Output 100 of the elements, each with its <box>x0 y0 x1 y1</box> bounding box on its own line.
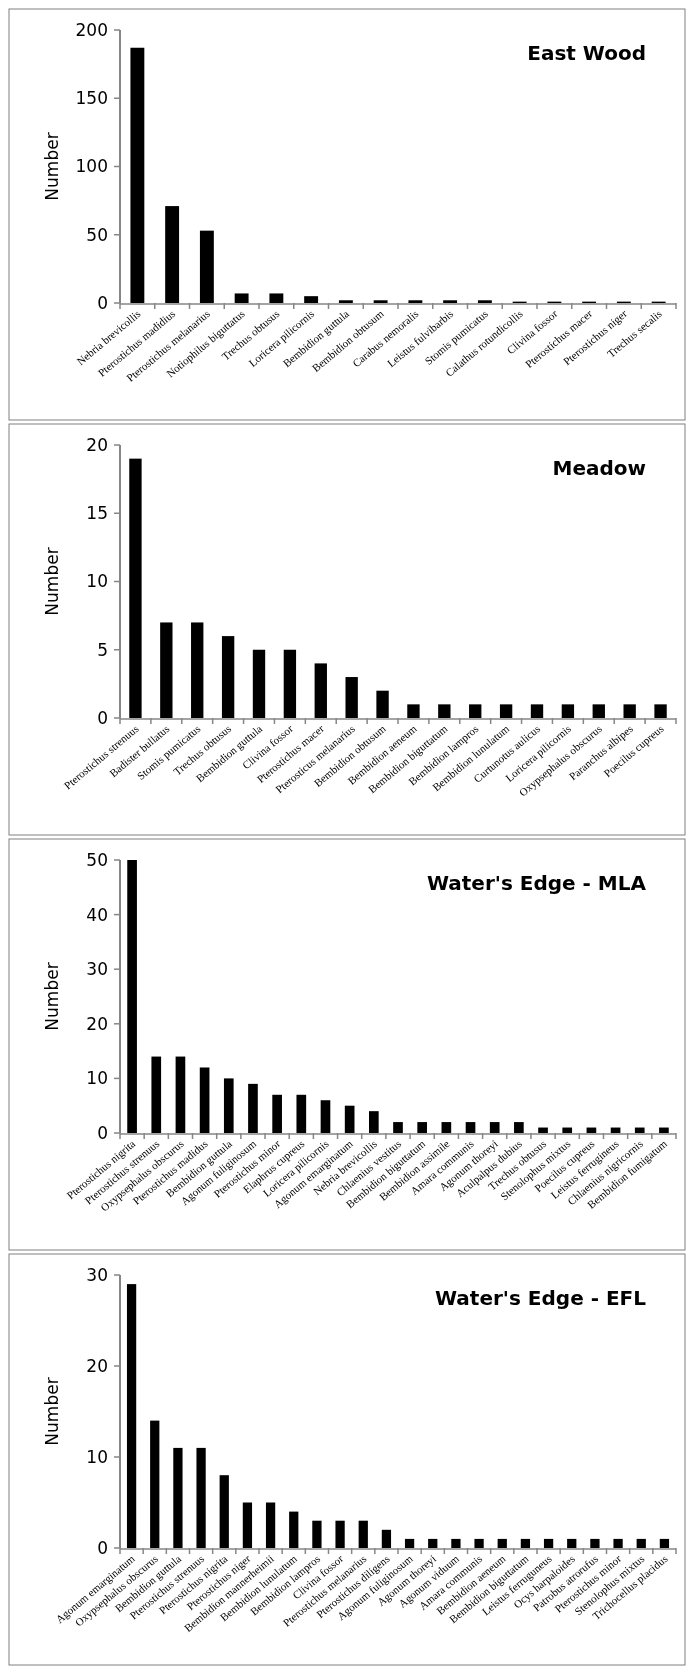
bar <box>165 206 180 303</box>
bar <box>130 47 145 303</box>
bar <box>469 704 482 718</box>
bar <box>160 622 173 718</box>
bar <box>296 1094 307 1133</box>
y-tick-label: 40 <box>86 904 108 925</box>
bar <box>636 1538 646 1548</box>
bar <box>150 1420 160 1548</box>
bar <box>320 1100 331 1133</box>
bar <box>451 1538 461 1548</box>
bar <box>654 704 667 718</box>
bar <box>514 1122 524 1133</box>
y-tick-label: 30 <box>86 1264 108 1285</box>
bar <box>543 1538 554 1548</box>
bar <box>314 663 327 718</box>
bar <box>499 704 513 718</box>
bar <box>530 704 544 718</box>
bar <box>538 1127 548 1133</box>
y-tick-label: 200 <box>75 19 108 40</box>
y-axis-title: Number <box>42 547 62 616</box>
y-tick-label: 100 <box>75 156 108 177</box>
y-tick-label: 20 <box>86 434 108 455</box>
bar <box>126 1284 137 1548</box>
bar <box>191 622 204 718</box>
bar <box>561 704 575 718</box>
bar <box>590 1538 600 1548</box>
y-tick-label: 10 <box>86 571 108 592</box>
bar <box>219 1475 229 1548</box>
y-tick-label: 0 <box>97 292 108 313</box>
bar <box>269 293 284 303</box>
bar <box>196 1447 206 1548</box>
bar <box>335 1520 345 1548</box>
bar <box>283 649 297 718</box>
y-tick-label: 0 <box>97 1122 108 1143</box>
bar <box>223 1078 234 1133</box>
bar <box>393 1122 403 1133</box>
bar <box>438 704 451 718</box>
bar <box>520 1538 531 1548</box>
bar <box>127 860 137 1133</box>
bar <box>199 1067 210 1133</box>
bar <box>489 1122 500 1133</box>
bar <box>265 1502 276 1548</box>
y-axis-title: Number <box>42 132 62 201</box>
bar <box>338 300 353 303</box>
bar <box>358 1520 368 1548</box>
y-tick-label: 150 <box>75 88 108 109</box>
bar <box>443 300 458 303</box>
text: East Wood <box>527 41 646 65</box>
y-axis-title: Number <box>42 1377 62 1446</box>
bar <box>659 1538 670 1548</box>
bar <box>376 690 389 718</box>
bar <box>408 300 423 303</box>
bar <box>234 293 249 303</box>
bar <box>659 1127 669 1133</box>
bar <box>252 649 266 718</box>
y-tick-label: 20 <box>86 1355 108 1376</box>
y-axis-title: Number <box>42 962 62 1031</box>
bar <box>175 1056 186 1133</box>
bar <box>304 296 319 303</box>
bar <box>567 1538 577 1548</box>
y-tick-label: 50 <box>86 224 108 245</box>
bar <box>173 1447 183 1548</box>
y-tick-label: 5 <box>97 639 108 660</box>
bar <box>221 636 235 718</box>
bar <box>634 1127 645 1133</box>
y-tick-label: 20 <box>86 1013 108 1034</box>
bar <box>242 1502 253 1548</box>
text: Water's Edge - EFL <box>435 1286 647 1310</box>
bar <box>613 1538 623 1548</box>
text: Water's Edge - MLA <box>426 871 647 895</box>
text: Meadow <box>552 456 646 480</box>
bar <box>428 1538 438 1548</box>
bar <box>248 1083 258 1133</box>
bar <box>562 1127 573 1133</box>
y-tick-label: 10 <box>86 1446 108 1467</box>
bar <box>474 1538 484 1548</box>
bar <box>465 1122 476 1133</box>
bar <box>129 458 142 718</box>
bar <box>407 704 420 718</box>
bar <box>441 1122 452 1133</box>
bar <box>417 1122 428 1133</box>
bar <box>345 677 358 718</box>
bar <box>373 300 388 303</box>
y-tick-label: 0 <box>97 1537 108 1558</box>
y-tick-label: 50 <box>86 849 108 870</box>
bar <box>497 1538 507 1548</box>
bar <box>623 704 636 718</box>
y-tick-label: 30 <box>86 959 108 980</box>
bar <box>477 300 492 303</box>
bar <box>344 1105 355 1133</box>
bar <box>381 1529 392 1548</box>
bar <box>592 704 605 718</box>
bar <box>312 1520 322 1548</box>
bar <box>368 1111 379 1133</box>
y-tick-label: 0 <box>97 707 108 728</box>
bar <box>199 230 214 303</box>
bar <box>272 1094 282 1133</box>
y-tick-label: 10 <box>86 1068 108 1089</box>
bar <box>404 1538 415 1548</box>
bar <box>289 1511 299 1548</box>
